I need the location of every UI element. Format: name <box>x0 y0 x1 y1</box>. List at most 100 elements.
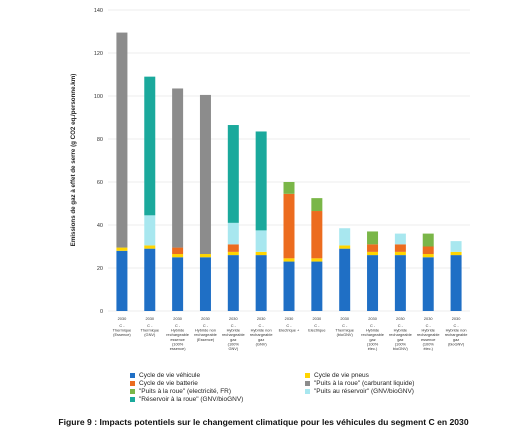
x-tick-label-line: (100% <box>367 341 379 346</box>
x-tick-label-line: Electrique + <box>279 328 300 333</box>
bar-segment <box>394 255 406 311</box>
legend-swatch <box>130 373 135 378</box>
legend-label: Cycle de vie véhicule <box>139 372 201 379</box>
x-tick-label-line: Thermique <box>335 328 354 333</box>
bar-segment <box>116 250 128 311</box>
y-axis-label: Emissions de gaz à effet de serre (g CO2… <box>70 74 77 247</box>
bar-segment <box>394 233 406 245</box>
x-tick-label: C -Thermique (bioGNV) <box>335 323 354 337</box>
x-tick-label-line: C - <box>342 323 348 328</box>
x-tick-label-line: Electrique <box>308 328 325 333</box>
bar-segment <box>367 244 379 252</box>
bar-segment <box>116 247 128 251</box>
y-tick-label: 80 <box>97 137 103 143</box>
bar-segment <box>367 251 379 256</box>
x-tick-label-line: rechargeable <box>417 332 440 337</box>
x-tick-label-line: rechargeable <box>361 332 384 337</box>
y-tick-label: 20 <box>97 266 103 272</box>
y-tick-label: 40 <box>97 223 103 229</box>
legend-swatch <box>130 397 135 402</box>
x-tick-label-line: (GNV) <box>256 341 268 346</box>
x-tick-label-line: C - <box>231 323 237 328</box>
x-tick-label-line: gaz <box>369 337 375 342</box>
x-tick-label-line: (Essence) <box>197 337 215 342</box>
bar-segment <box>172 247 184 255</box>
x-tick-label-line: Thermique <box>140 328 159 333</box>
bars <box>116 32 462 311</box>
bar-segment <box>227 251 239 256</box>
bar-segment <box>450 241 462 252</box>
y-tick-label: 120 <box>94 51 103 57</box>
x-tick-label-line: GNV) <box>228 346 238 351</box>
bar-segment <box>144 76 156 216</box>
bar-segment <box>227 125 239 223</box>
bar-segment <box>116 32 128 248</box>
x-tick-label-line: (100% <box>228 341 240 346</box>
y-axis-ticks: 0 20 40 60 80 100 120 140 <box>94 8 103 315</box>
x-tick-label: C -Thermique (GNV) <box>140 323 159 337</box>
legend-label: "Puits à la roue" (electricité, FR) <box>139 388 232 395</box>
bar-segment <box>367 231 379 245</box>
legend-swatch <box>305 389 310 394</box>
legend-swatch <box>305 381 310 386</box>
legend-item: "Puits au réservoir" (GNV/bioGNV) <box>305 388 414 395</box>
legend-item: "Puits à la roue" (electricité, FR) <box>130 388 231 395</box>
bar-segment <box>311 198 323 212</box>
x-tick-year: 2030 <box>313 316 322 321</box>
bar-segment <box>283 193 295 259</box>
bar-segment <box>144 215 156 246</box>
x-tick-label: C -Electrique + <box>279 323 300 333</box>
bar-segment <box>199 257 211 311</box>
x-tick-label-line: essence <box>170 337 185 342</box>
y-tick-label: 0 <box>100 309 103 315</box>
bar-segment <box>144 245 156 249</box>
x-tick-label-line: élec.) <box>423 346 433 351</box>
x-tick-label-line: essence) <box>170 346 186 351</box>
x-tick-label-line: C - <box>203 323 209 328</box>
x-tick-label-line: Hybride non <box>195 328 216 333</box>
bar-segment <box>283 261 295 311</box>
legend-item: "Réservoir à la roue" (GNV/bioGNV) <box>130 396 243 403</box>
x-tick-year: 2030 <box>173 316 182 321</box>
legend-swatch <box>130 389 135 394</box>
x-tick-label-line: essence <box>421 337 436 342</box>
y-tick-label: 100 <box>94 94 103 100</box>
bar-segment <box>311 211 323 259</box>
bar-segment <box>144 248 156 311</box>
x-tick-label-line: C - <box>370 323 376 328</box>
bar-segment <box>450 255 462 311</box>
x-tick-label: C -Thermique (Essence) <box>113 323 132 337</box>
bar-segment <box>422 246 434 255</box>
y-tick-label: 60 <box>97 180 103 186</box>
bar-segment <box>255 131 267 231</box>
bar-segment <box>227 244 239 252</box>
x-tick-year: 2030 <box>229 316 238 321</box>
legend-item: Cycle de vie pneus <box>305 372 369 379</box>
legend-item: "Puits à la roue" (carburant liquide) <box>305 380 414 387</box>
x-tick-year: 2030 <box>285 316 294 321</box>
x-tick-label-line: C - <box>426 323 432 328</box>
legend-item: Cycle de vie batterie <box>130 380 198 387</box>
x-tick-label: C -Hybride non rechargeable gaz (GNV) <box>250 323 273 346</box>
x-tick-label-line: Hybride <box>171 328 184 333</box>
x-tick-label-line: C - <box>119 323 125 328</box>
x-tick-label-line: bioGNV) <box>393 346 409 351</box>
x-tick-label: C -Hybride rechargeable gaz (100% bioGNV) <box>389 323 412 351</box>
bar-segment <box>422 233 434 247</box>
x-tick-label-line: Hybride <box>394 328 407 333</box>
bar-segment <box>283 258 295 262</box>
bar-segment <box>311 258 323 262</box>
x-tick-label: C -Hybride rechargeable essence (100% élec.) <box>417 323 440 351</box>
bar-segment <box>311 261 323 311</box>
x-tick-label: C -Hybride rechargeable essence (100% essenc… <box>166 323 189 351</box>
x-tick-label-line: Hybride <box>422 328 435 333</box>
x-tick-label-line: C - <box>259 323 265 328</box>
legend-label: Cycle de vie batterie <box>139 380 198 387</box>
x-tick-label-line: (GNV) <box>144 332 156 337</box>
x-tick-year: 2030 <box>145 316 154 321</box>
figure-caption: Figure 9 : Impacts potentiels sur le cha… <box>58 417 469 427</box>
x-tick-label-line: C - <box>175 323 181 328</box>
x-tick-label-line: gaz <box>453 337 459 342</box>
